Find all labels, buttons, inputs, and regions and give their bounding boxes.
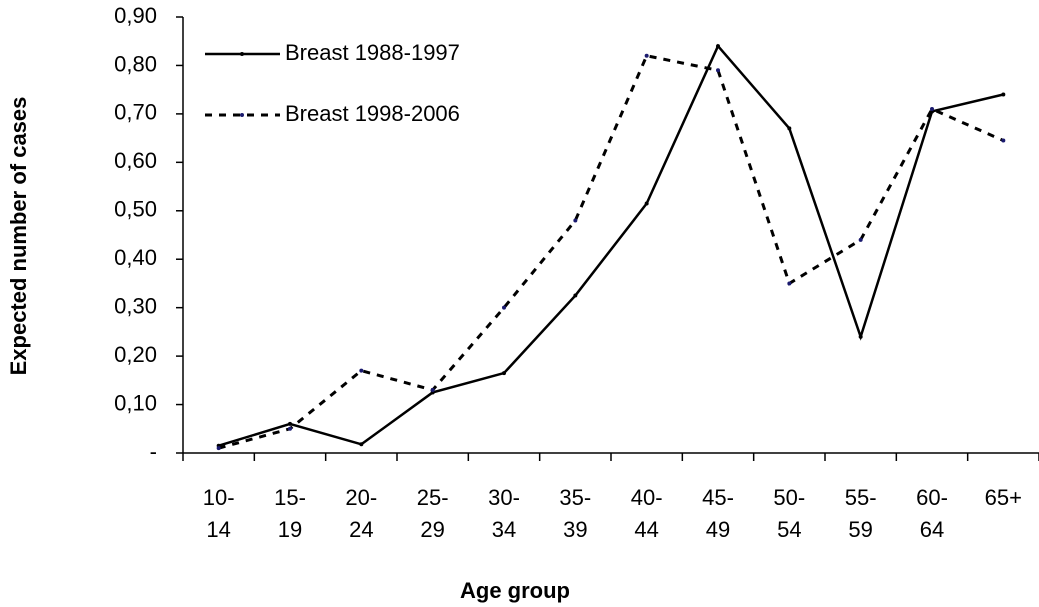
y-axis-label: Expected number of cases	[6, 97, 31, 376]
marker	[430, 388, 435, 393]
y-tick-label: 0,10	[114, 390, 157, 415]
y-tick-label: -	[150, 439, 157, 464]
marker	[573, 218, 578, 223]
marker	[644, 201, 649, 206]
marker	[787, 281, 792, 286]
marker	[930, 107, 934, 112]
marker	[502, 305, 506, 310]
y-tick-label: 0,20	[114, 342, 157, 367]
marker	[359, 368, 364, 373]
x-tick-label: 25- 29	[416, 485, 449, 542]
marker	[858, 237, 863, 242]
marker	[716, 44, 720, 49]
x-axis-label: Age group	[460, 578, 570, 603]
marker	[1001, 92, 1006, 97]
marker	[716, 68, 720, 73]
marker	[573, 293, 578, 298]
x-tick-label: 45- 49	[702, 485, 734, 542]
line	[218, 54, 1004, 450]
marker	[858, 334, 863, 339]
marker	[288, 426, 292, 431]
marker	[787, 126, 792, 131]
x-tick-label: 55- 59	[844, 485, 877, 542]
marker	[644, 53, 649, 58]
legend-label: Breast 1988-1997	[285, 40, 460, 65]
x-tick-label: 15- 19	[274, 485, 306, 542]
x-tick-label: 30- 34	[488, 485, 520, 542]
x-tick-label: 50- 54	[773, 485, 806, 542]
y-tick-label: 0,70	[114, 100, 157, 125]
marker	[216, 446, 221, 451]
marker	[288, 421, 292, 426]
x-tick-label: 10- 14	[202, 485, 235, 542]
marker	[502, 371, 506, 376]
x-tick-label: 60- 64	[916, 485, 948, 542]
legend-label: Breast 1998-2006	[285, 101, 460, 126]
x-tick-label: 35- 39	[559, 485, 592, 542]
y-tick-label: 0,30	[114, 293, 157, 318]
legend-marker	[240, 113, 244, 117]
marker	[359, 442, 364, 447]
line	[218, 43, 1004, 447]
y-tick-label: 0,50	[114, 197, 157, 222]
marker	[1001, 138, 1006, 143]
x-tick-label: 65+	[984, 485, 1022, 510]
y-tick-label: 0,40	[114, 245, 157, 270]
y-tick-label: 0,80	[114, 51, 157, 76]
y-tick-label: 0,60	[114, 148, 157, 173]
y-tick-label: 0,90	[114, 3, 157, 28]
x-tick-label: 20- 24	[345, 485, 378, 542]
x-tick-label: 40- 44	[630, 485, 663, 542]
legend-marker	[240, 52, 244, 56]
